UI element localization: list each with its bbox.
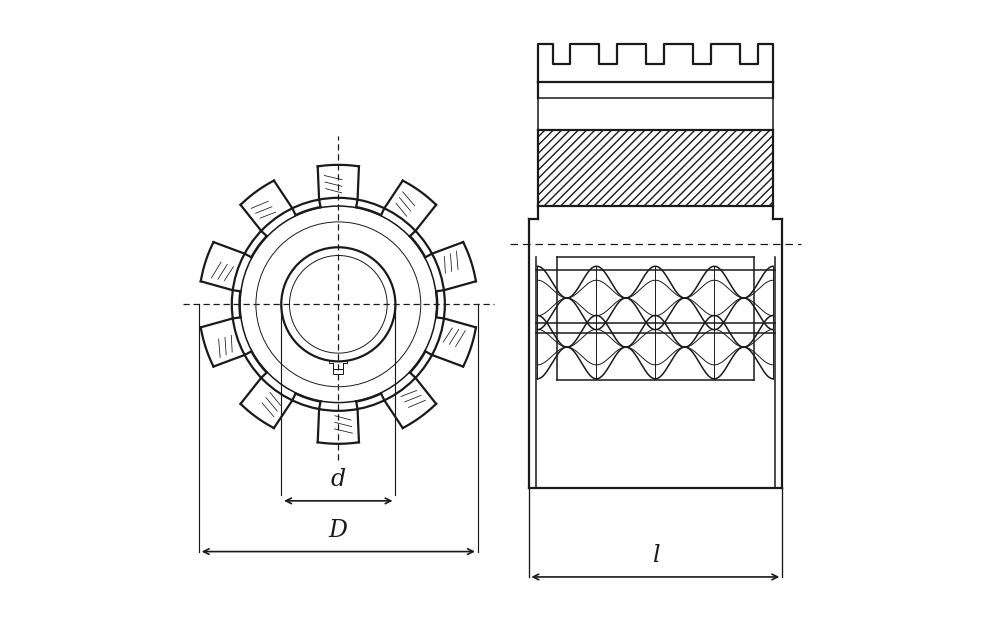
Text: l: l [652,545,659,567]
Text: d: d [331,469,346,491]
Text: D: D [329,519,348,542]
Bar [538,130,773,206]
